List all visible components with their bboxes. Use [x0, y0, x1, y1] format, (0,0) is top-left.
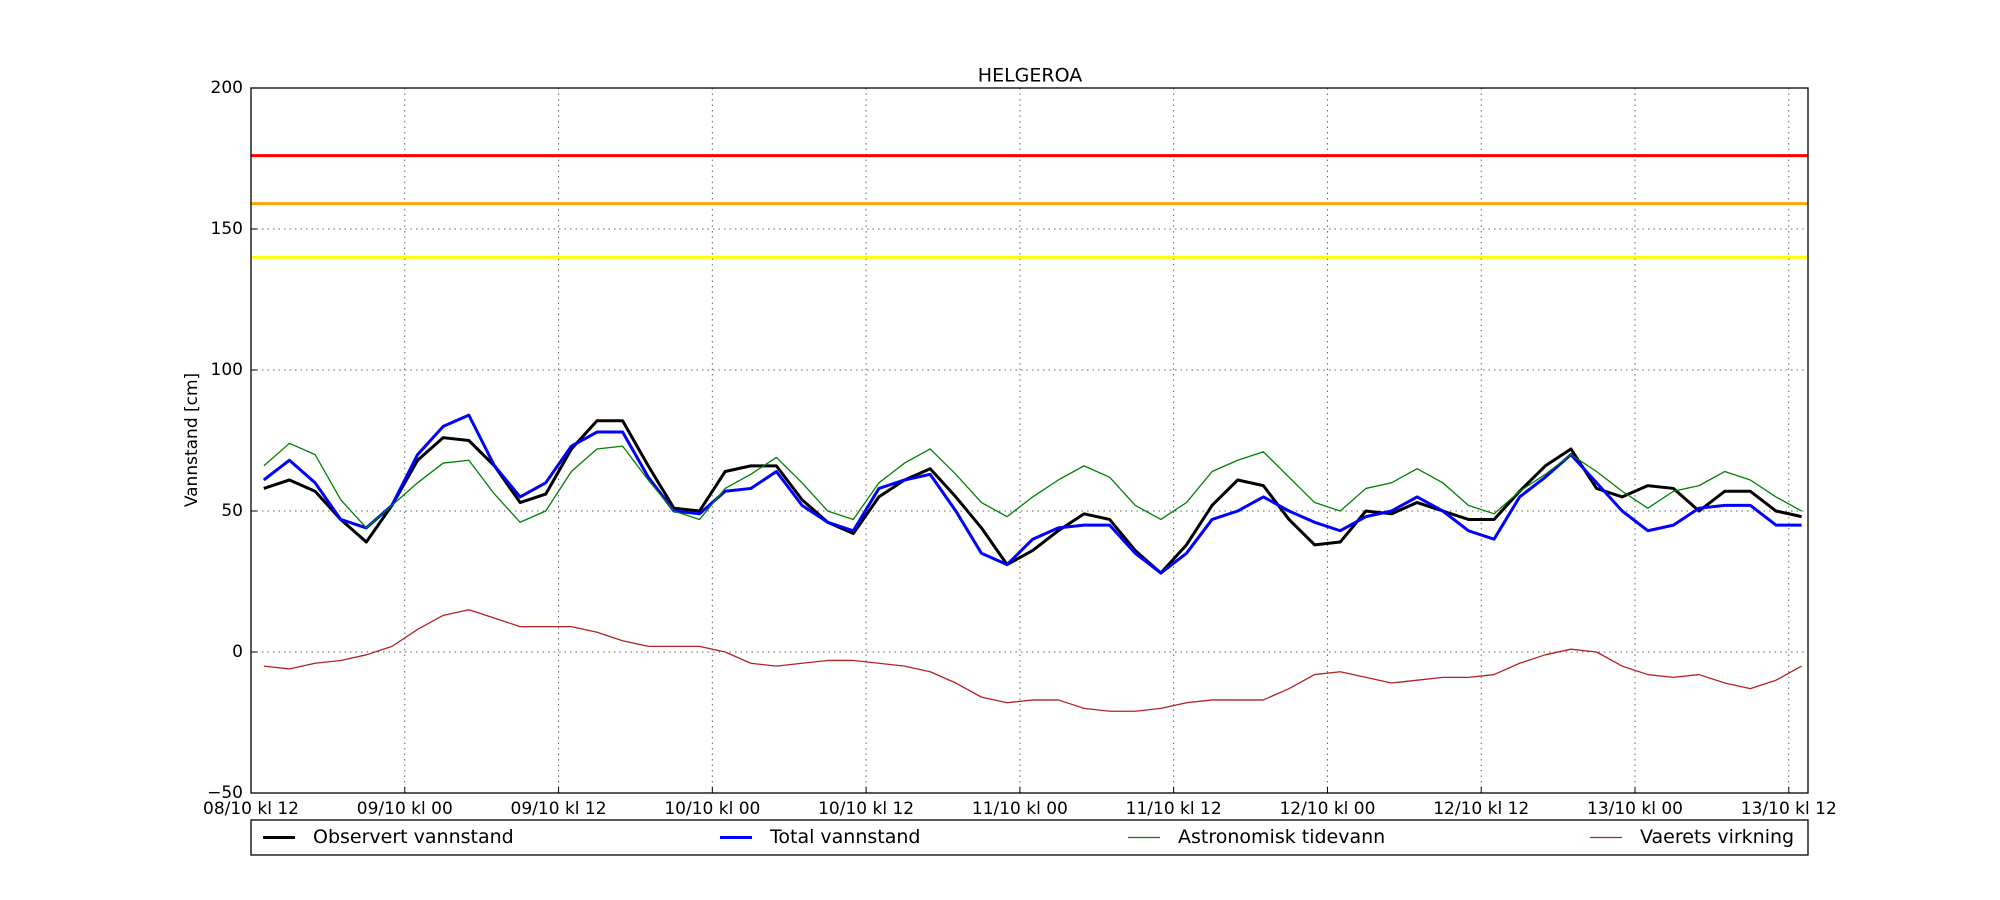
x-tick-label: 09/10 kl 12: [511, 799, 607, 819]
series-line: [263, 609, 1802, 712]
legend-label: Observert vannstand: [313, 826, 514, 848]
legend-label: Vaerets virkning: [1640, 826, 1794, 848]
y-tick-label: 50: [221, 501, 243, 521]
legend-box: [250, 819, 1809, 856]
legend-label: Astronomisk tidevann: [1178, 826, 1385, 848]
x-tick-label: 11/10 kl 00: [972, 799, 1068, 819]
x-tick-label: 10/10 kl 12: [818, 799, 914, 819]
x-tick-label: 13/10 kl 12: [1741, 799, 1837, 819]
series-line: [262, 413, 1802, 575]
y-tick-label: −50: [207, 783, 243, 803]
y-tick-label: 100: [211, 360, 243, 380]
x-tick-label: 10/10 kl 00: [664, 799, 760, 819]
y-tick-label: 0: [232, 642, 243, 662]
y-tick-label: 200: [211, 78, 243, 98]
x-tick-label: 08/10 kl 12: [203, 799, 299, 819]
y-tick-label: 150: [211, 219, 243, 239]
x-tick-label: 11/10 kl 12: [1126, 799, 1222, 819]
x-tick-label: 12/10 kl 12: [1433, 799, 1529, 819]
y-axis-label: Vannstand [cm]: [182, 373, 202, 507]
x-tick-label: 13/10 kl 00: [1587, 799, 1683, 819]
chart-title: HELGEROA: [978, 65, 1082, 87]
plot-frame: [250, 87, 1809, 794]
x-tick-label: 12/10 kl 00: [1279, 799, 1375, 819]
legend-label: Total vannstand: [769, 826, 920, 848]
series-line: [263, 442, 1802, 529]
x-tick-label: 09/10 kl 00: [357, 799, 453, 819]
series-line: [263, 419, 1802, 575]
